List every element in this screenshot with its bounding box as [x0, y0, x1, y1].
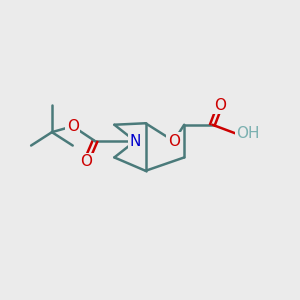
Text: N: N	[130, 134, 141, 148]
Text: O: O	[168, 134, 180, 148]
Text: O: O	[214, 98, 226, 113]
Text: OH: OH	[236, 126, 260, 141]
Text: O: O	[67, 119, 79, 134]
Text: O: O	[168, 134, 180, 148]
Text: O: O	[80, 154, 92, 169]
Text: O: O	[80, 154, 92, 169]
Text: N: N	[130, 134, 141, 148]
Text: OH: OH	[236, 126, 260, 141]
Text: O: O	[67, 119, 79, 134]
Text: O: O	[214, 98, 226, 113]
